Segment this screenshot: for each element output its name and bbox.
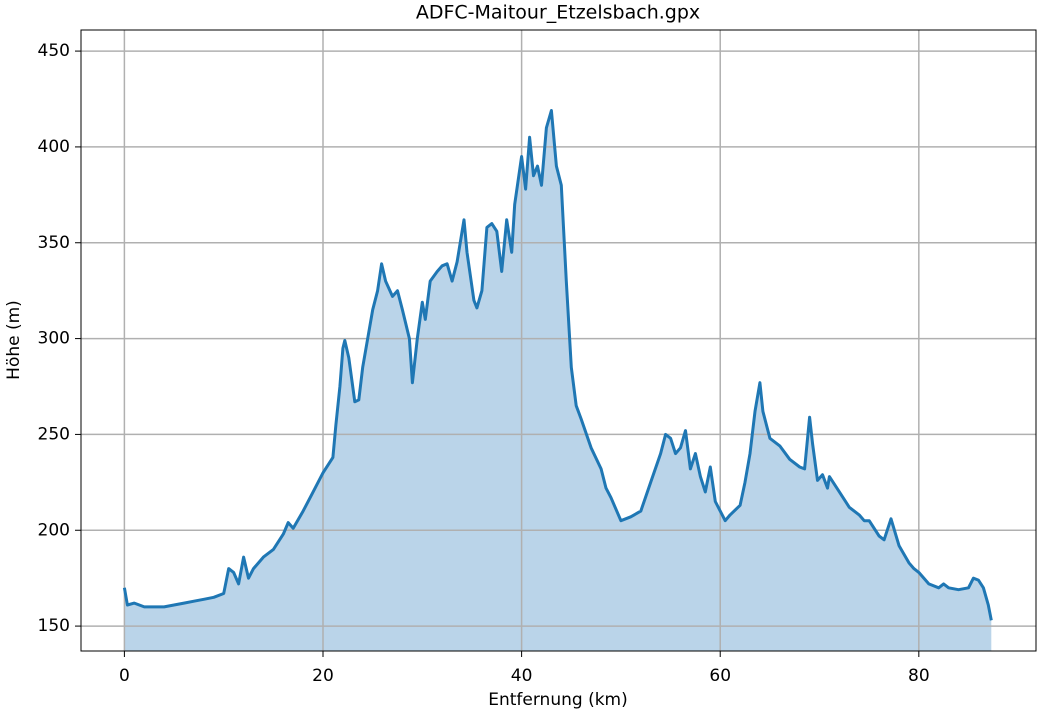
- x-tick-label: 20: [312, 666, 334, 686]
- plot-frame: [80, 29, 1037, 652]
- y-axis-label: Höhe (m): [4, 300, 24, 380]
- y-tick-label: 300: [38, 329, 70, 349]
- y-tick-label: 350: [38, 233, 70, 253]
- x-tick-label: 40: [511, 666, 533, 686]
- x-axis-label: Entfernung (km): [488, 690, 628, 710]
- area-fill: [124, 110, 992, 651]
- x-tick-label: 0: [119, 666, 130, 686]
- y-tick-label: 150: [38, 616, 70, 636]
- x-tick-label: 80: [908, 666, 930, 686]
- y-tick-label: 450: [38, 41, 70, 61]
- y-tick-label: 250: [38, 424, 70, 444]
- y-tick-label: 400: [38, 137, 70, 157]
- x-tick-label: 60: [709, 666, 731, 686]
- y-tick-label: 200: [38, 520, 70, 540]
- elevation-line: [122, 109, 993, 621]
- chart-title: ADFC-Maitour_Etzelsbach.gpx: [416, 2, 700, 24]
